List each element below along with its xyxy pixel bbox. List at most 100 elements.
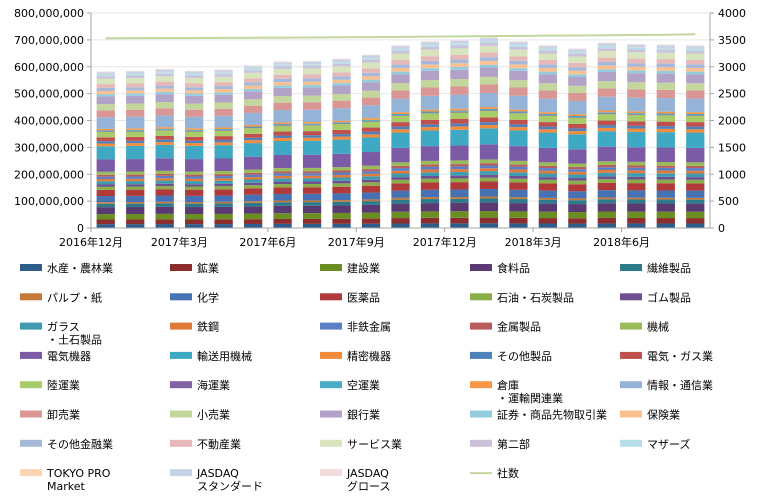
bar-segment <box>273 200 292 203</box>
bar-segment <box>273 187 292 194</box>
bar-segment <box>656 147 675 163</box>
bar-segment <box>126 159 145 172</box>
bar-segment <box>126 181 145 185</box>
bar-segment <box>243 65 263 67</box>
company-count-series <box>105 33 696 40</box>
bar-segment <box>185 202 204 204</box>
bar-segment <box>214 224 233 228</box>
bar-segment <box>420 42 440 45</box>
bar-segment <box>302 202 322 206</box>
bar-segment <box>479 67 499 77</box>
bar-segment <box>96 131 115 138</box>
bar-segment <box>214 82 233 87</box>
bar-segment <box>656 128 675 133</box>
bar-segment <box>420 113 440 120</box>
bar-segment <box>686 67 705 72</box>
bar-segment <box>214 130 233 131</box>
bar-segment <box>656 199 675 204</box>
bar-segment <box>214 171 233 175</box>
bar-segment <box>509 64 528 69</box>
bar-segment <box>361 192 381 200</box>
bar-segment <box>686 132 705 148</box>
bar-segment <box>597 113 616 115</box>
legend-swatch <box>320 293 342 301</box>
bar-segment <box>96 224 115 228</box>
legend-label: ガラス・土石製品 <box>47 321 102 347</box>
bar-segment <box>214 195 233 202</box>
bar-segment <box>126 95 145 104</box>
bar-segment <box>214 219 233 225</box>
bar-segment <box>686 190 705 198</box>
bar-segment <box>627 43 646 45</box>
legend-label: その他金融業 <box>47 437 113 451</box>
bar-segment <box>686 165 705 169</box>
bar-segment <box>538 218 558 224</box>
bar-segment <box>479 144 499 160</box>
legend-item: 金属製品 <box>470 320 541 334</box>
bar-segment <box>509 45 528 47</box>
bar-segment <box>568 92 587 101</box>
bar-stack <box>391 45 410 228</box>
bar-segment <box>96 176 115 180</box>
bar-segment <box>509 176 528 179</box>
bar-segment <box>450 118 469 124</box>
bar-segment <box>214 94 233 103</box>
bar-segment <box>656 44 675 46</box>
legend-item: サービス業 <box>320 438 402 451</box>
bar-segment <box>243 179 263 183</box>
bar-segment <box>302 87 322 96</box>
bar-segment <box>420 182 440 190</box>
bar-segment <box>273 168 292 172</box>
bar-segment <box>96 207 115 215</box>
bar-segment <box>155 115 174 128</box>
bar-segment <box>243 66 263 69</box>
bar-segment <box>332 66 351 73</box>
bar-segment <box>391 45 410 47</box>
bar-stack <box>185 70 204 228</box>
legend-item: 空運業 <box>320 378 380 392</box>
bar-segment <box>155 91 174 95</box>
bar-segment <box>479 202 499 212</box>
bar-segment <box>391 199 410 204</box>
legend-item: 輸送用機械 <box>170 349 252 363</box>
legend-swatch <box>320 439 342 447</box>
bar-segment <box>538 126 558 130</box>
legend-swatch <box>620 293 642 301</box>
bar-segment <box>126 136 145 141</box>
bar-segment <box>538 98 558 113</box>
bar-segment <box>420 70 440 81</box>
bar-segment <box>568 70 587 75</box>
bar-segment <box>96 181 115 185</box>
bar-segment <box>96 179 115 182</box>
bar-segment <box>361 165 381 170</box>
bar-segment <box>185 131 204 137</box>
bar-segment <box>450 110 469 112</box>
bar-segment <box>656 211 675 219</box>
bar-stack <box>420 41 440 228</box>
bar-segment <box>361 204 381 213</box>
bar-segment <box>214 206 233 214</box>
bar-segment <box>273 61 292 63</box>
bar-segment <box>568 198 587 201</box>
x-tick-label: 2017年3月 <box>151 235 208 249</box>
bar-segment <box>155 130 174 136</box>
bar-segment <box>450 69 469 80</box>
legend-item: 保険業 <box>620 408 680 422</box>
bar-segment <box>214 145 233 159</box>
bar-segment <box>597 120 616 126</box>
legend-item: 石油・石炭製品 <box>470 290 574 304</box>
bar-segment <box>185 203 204 208</box>
legend-swatch <box>170 351 192 359</box>
bar-segment <box>479 107 499 109</box>
bar-segment <box>450 48 469 55</box>
legend-item: 医薬品 <box>320 291 380 304</box>
bar-segment <box>420 41 440 43</box>
bar-segment <box>597 96 616 111</box>
bar-segment <box>332 58 351 60</box>
bar-segment <box>420 109 440 112</box>
bar-segment <box>627 113 646 115</box>
bar-segment <box>361 79 381 83</box>
bar-segment <box>686 115 705 116</box>
bar-segment <box>686 203 705 212</box>
bar-segment <box>627 128 646 132</box>
